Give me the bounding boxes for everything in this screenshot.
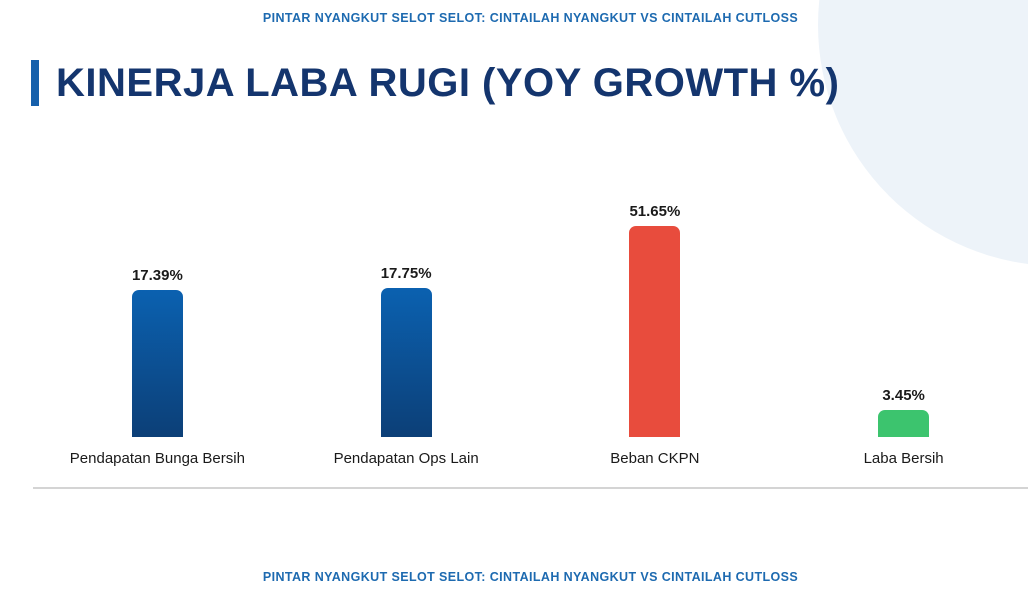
footer-banner-text: PINTAR NYANGKUT SELOT SELOT: CINTAILAH N… (262, 570, 799, 584)
chart-bar (629, 226, 681, 437)
bar-value-label: 17.75% (380, 265, 432, 282)
title-accent-bar (31, 60, 39, 106)
chart-column: 17.39% (33, 187, 282, 437)
bar-category-labels: Pendapatan Bunga Bersih Pendapatan Ops La… (33, 450, 1028, 467)
chart-column: 17.75% (282, 187, 531, 437)
bar-value-label: 17.39% (131, 267, 183, 284)
chart-bar (878, 410, 930, 437)
bar-value-label: 3.45% (882, 387, 925, 404)
bar-category-label: Pendapatan Ops Lain (333, 450, 479, 467)
page-title: KINERJA LABA RUGI (YOY GROWTH %) (56, 61, 840, 105)
chart-column: 3.45% (779, 187, 1028, 437)
title-block: KINERJA LABA RUGI (YOY GROWTH %) (31, 60, 839, 106)
chart-column: 51.65% (531, 187, 780, 437)
chart-baseline-divider (33, 487, 1028, 489)
chart-bar (131, 290, 183, 437)
header-banner-text: PINTAR NYANGKUT SELOT SELOT: CINTAILAH N… (262, 11, 799, 25)
bar-category-label: Beban CKPN (610, 450, 700, 467)
bar-value-label: 51.65% (629, 203, 681, 220)
bar-category-label: Laba Bersih (863, 450, 944, 467)
chart-bar (380, 288, 432, 437)
bar-category-label: Pendapatan Bunga Bersih (69, 450, 245, 467)
bar-chart: 17.39% 17.75% 51.65% 3.45% (33, 187, 1028, 437)
